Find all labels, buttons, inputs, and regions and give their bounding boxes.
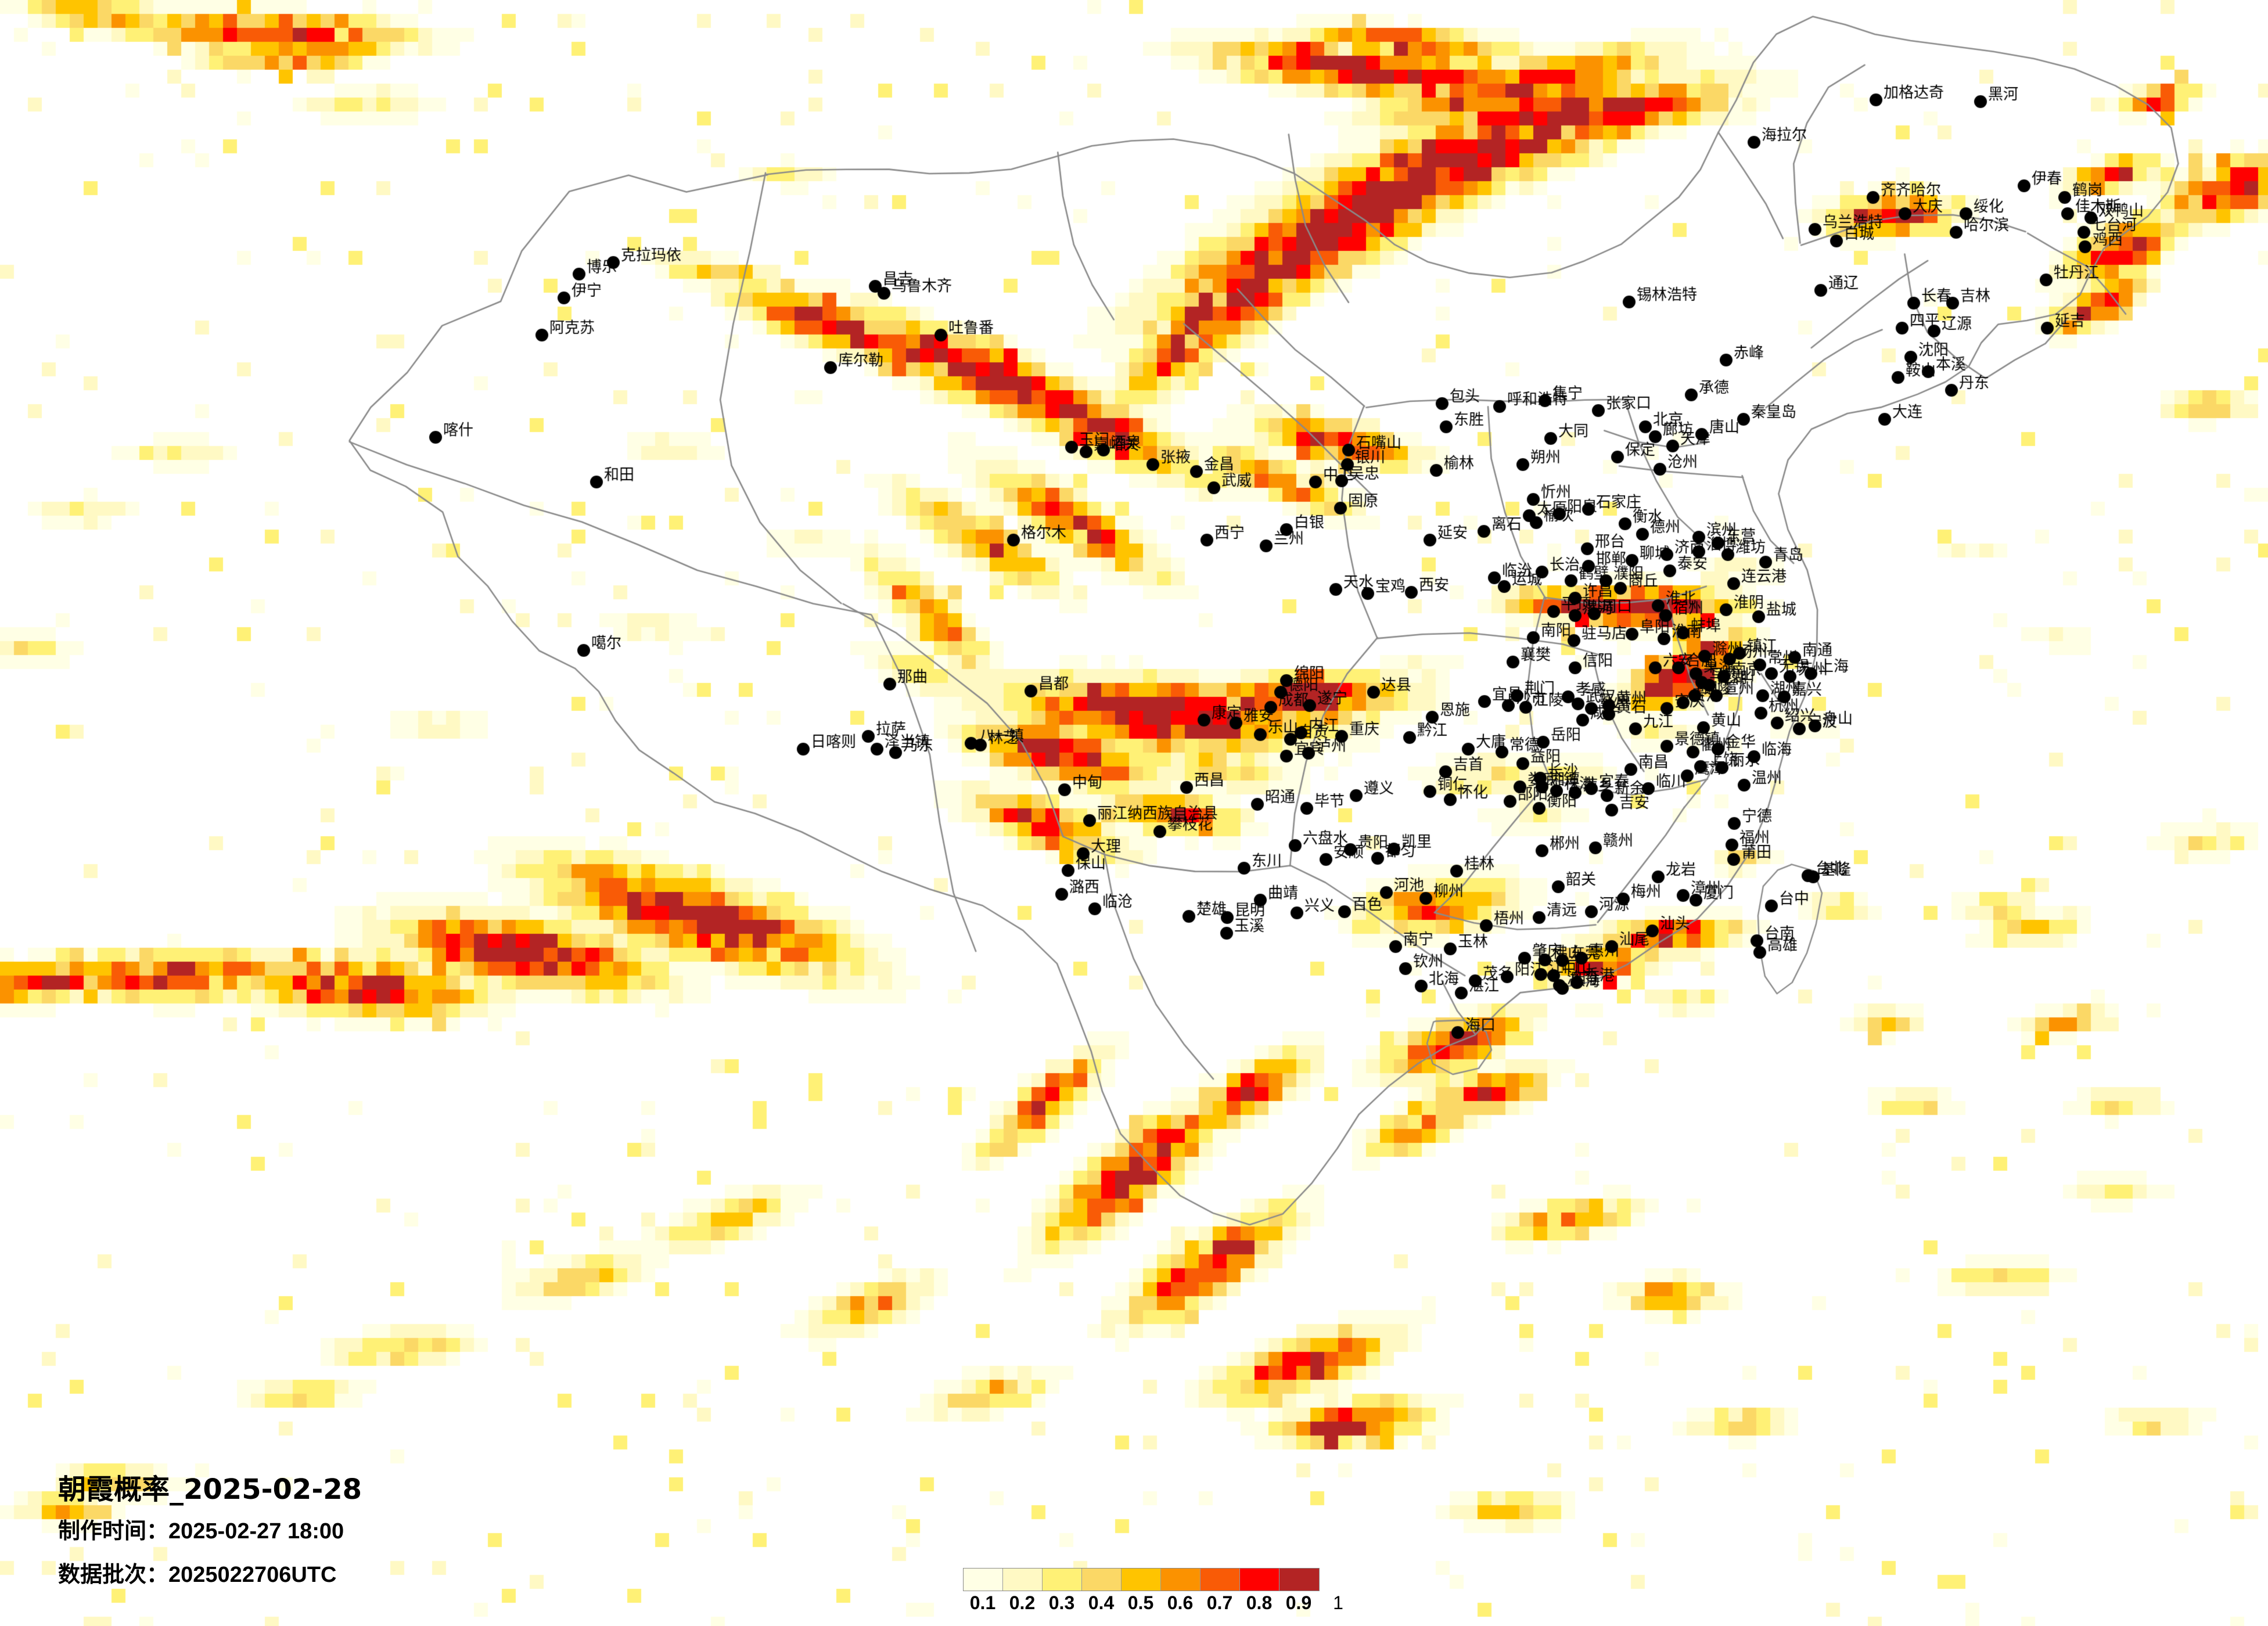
data-batch-row: 数据批次：2025022706UTC <box>58 1556 336 1588</box>
title-text: 朝霞概率_2025-02-28 <box>58 1473 362 1506</box>
colorbar-tick-0.8: 0.8 <box>1246 1592 1273 1613</box>
colorbar-tick-labels: 0.1 0.2 0.3 0.4 0.5 0.6 0.7 0.8 0.9 1 <box>963 1592 1343 1619</box>
production-time-row: 制作时间：2025-02-27 18:00 <box>58 1513 344 1545</box>
data-batch-label: 数据批次： <box>58 1562 169 1587</box>
colorbar-swatch-0.8 <box>1240 1569 1279 1591</box>
colorbar-swatch-0.5 <box>1122 1569 1161 1591</box>
colorbar-swatch-0.4 <box>1082 1569 1122 1591</box>
colorbar-tick-0.2: 0.2 <box>1009 1592 1036 1613</box>
colorbar-tick-0.5: 0.5 <box>1127 1592 1154 1613</box>
colorbar-tick-0.3: 0.3 <box>1048 1592 1075 1613</box>
colorbar-tick-0.6: 0.6 <box>1167 1592 1194 1613</box>
colorbar-swatch-0.7 <box>1201 1569 1240 1591</box>
data-batch-value: 2025022706UTC <box>168 1563 337 1587</box>
production-time-value: 2025-02-27 18:00 <box>168 1519 344 1544</box>
colorbar-tick-0.1: 0.1 <box>969 1592 996 1613</box>
colorbar-swatches <box>963 1568 1320 1591</box>
colorbar-tick-0.9: 0.9 <box>1285 1592 1312 1613</box>
colorbar-swatch-0.3 <box>1043 1569 1082 1591</box>
colorbar-swatch-0.1 <box>964 1569 1003 1591</box>
colorbar-tick-0.4: 0.4 <box>1088 1592 1115 1613</box>
page-title: 朝霞概率_2025-02-28 <box>58 1466 362 1507</box>
colorbar-swatch-0.2 <box>1003 1569 1043 1591</box>
colorbar-legend: 0.1 0.2 0.3 0.4 0.5 0.6 0.7 0.8 0.9 1 <box>963 1568 1343 1619</box>
colorbar-swatch-0.9 <box>1279 1569 1319 1591</box>
colorbar-swatch-0.6 <box>1161 1569 1201 1591</box>
production-time-label: 制作时间： <box>58 1518 169 1544</box>
colorbar-tick-1: 1 <box>1333 1592 1343 1613</box>
colorbar-tick-0.7: 0.7 <box>1206 1592 1233 1613</box>
